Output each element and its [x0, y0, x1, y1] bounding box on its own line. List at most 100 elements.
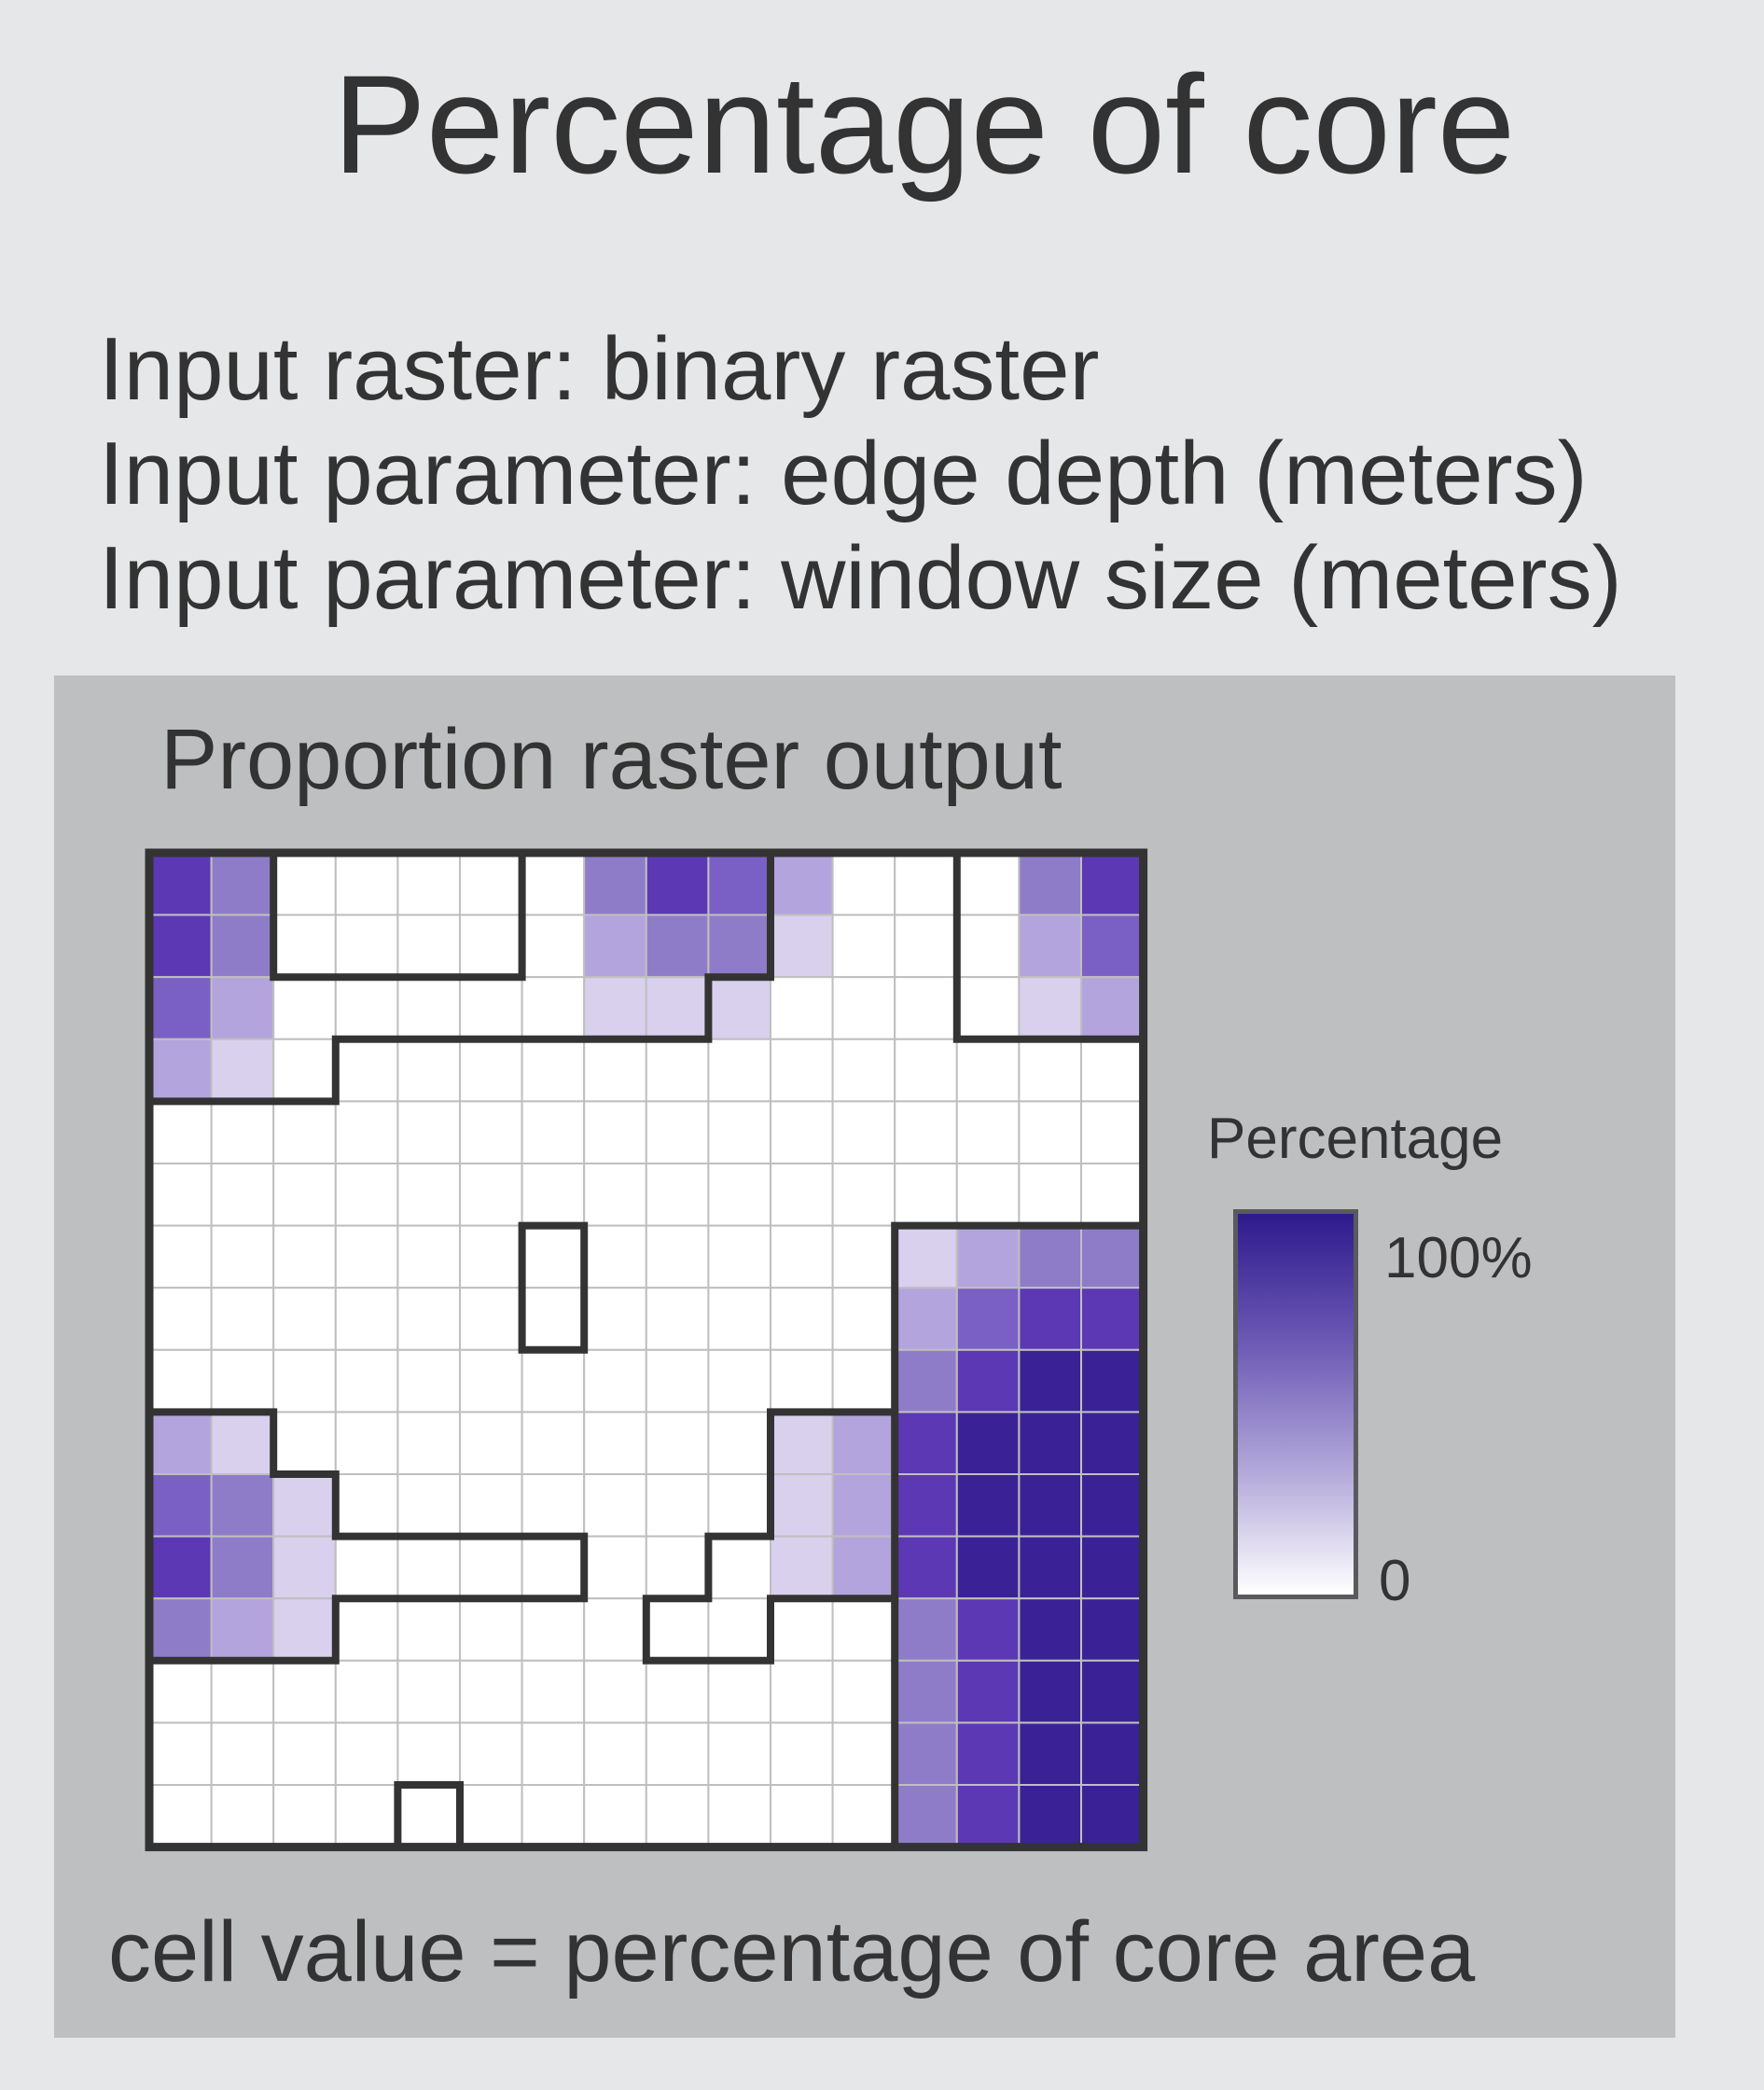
raster-cell — [955, 1721, 1021, 1787]
cell-value-note: cell value = percentage of core area — [108, 1904, 1476, 1999]
raster-cell — [770, 1100, 834, 1165]
raster-cell — [583, 1784, 647, 1848]
raster-cell — [1018, 1163, 1083, 1227]
raster-cell — [521, 1535, 586, 1600]
grid-frame — [145, 848, 1148, 1852]
raster-cell — [459, 1224, 523, 1289]
raster-cell — [1080, 1597, 1145, 1662]
raster-cell — [583, 1100, 647, 1165]
raster-cell — [707, 1784, 772, 1848]
raster-cell — [459, 1163, 523, 1227]
raster-cell — [831, 1535, 896, 1600]
raster-cell — [334, 1038, 399, 1103]
raster-cell — [396, 1535, 461, 1600]
raster-cell — [831, 1721, 896, 1787]
raster-cell — [645, 1038, 710, 1103]
raster-cell — [955, 1659, 1021, 1724]
raster-cell — [1080, 913, 1145, 979]
raster-cell — [148, 1784, 213, 1848]
raster-cell — [770, 1784, 834, 1848]
edge-depth-line: Input parameter: edge depth (meters) — [99, 424, 1588, 523]
raster-cell — [148, 1287, 213, 1351]
raster-cell — [831, 1224, 896, 1289]
raster-cell — [1018, 1411, 1083, 1476]
raster-cell — [583, 1721, 647, 1787]
raster-cell — [831, 1784, 896, 1848]
raster-cell — [272, 1597, 337, 1662]
raster-cell — [831, 913, 896, 979]
raster-cell — [521, 1348, 586, 1414]
raster-cell — [645, 1224, 710, 1289]
patch-outline — [146, 849, 774, 1106]
raster-cell — [459, 1348, 523, 1414]
raster-cell — [148, 1473, 213, 1538]
raster-cell — [521, 1473, 586, 1538]
raster-cell — [583, 1411, 647, 1476]
raster-cell — [210, 1224, 275, 1289]
raster-cell — [583, 913, 647, 979]
raster-cell — [707, 1411, 772, 1476]
raster-cell — [707, 1100, 772, 1165]
raster-cell — [334, 1784, 399, 1848]
raster-cell — [396, 1473, 461, 1538]
raster-cell — [521, 1287, 586, 1351]
raster-cell — [955, 913, 1021, 979]
raster-cell — [148, 1659, 213, 1724]
raster-cell — [831, 1411, 896, 1476]
raster-cell — [459, 913, 523, 979]
raster-cell — [521, 1721, 586, 1787]
patch-outline — [146, 1408, 589, 1665]
raster-cell — [148, 1597, 213, 1662]
raster-cell — [148, 852, 213, 916]
raster-cell — [210, 1163, 275, 1227]
raster-cell — [459, 1535, 523, 1600]
raster-cell — [831, 1473, 896, 1538]
raster-cell — [521, 976, 586, 1040]
raster-cell — [1080, 1721, 1145, 1787]
raster-cell — [1018, 852, 1083, 916]
raster-cell — [521, 913, 586, 979]
input-raster-line: Input raster: binary raster — [99, 319, 1100, 419]
raster-cell — [1080, 1038, 1145, 1103]
raster-cell — [831, 1659, 896, 1724]
raster-cell — [1080, 1224, 1145, 1289]
raster-cell — [894, 1659, 958, 1724]
raster-cell — [707, 1659, 772, 1724]
legend-max-label: 100% — [1384, 1226, 1533, 1290]
raster-cell — [148, 1721, 213, 1787]
input-description: Input raster: binary raster Input parame… — [99, 317, 1622, 631]
raster-cell — [770, 1224, 834, 1289]
raster-cell — [148, 1411, 213, 1476]
raster-cell — [955, 1287, 1021, 1351]
raster-cell — [521, 1100, 586, 1165]
raster-cell — [770, 1411, 834, 1476]
raster-cell — [148, 913, 213, 979]
raster-cell — [396, 1784, 461, 1848]
raster-cell — [210, 1287, 275, 1351]
legend-title: Percentage — [1207, 1107, 1504, 1171]
raster-cell — [894, 1535, 958, 1600]
raster-cell — [1018, 1535, 1083, 1600]
raster-cell — [210, 1038, 275, 1103]
raster-cell — [521, 1038, 586, 1103]
raster-cell — [334, 1473, 399, 1538]
raster-cell — [894, 1411, 958, 1476]
raster-cell — [831, 1287, 896, 1351]
raster-cell — [707, 1473, 772, 1538]
raster-cell — [955, 1100, 1021, 1165]
raster-cell — [521, 1597, 586, 1662]
raster-cell — [1080, 1659, 1145, 1724]
raster-cell — [707, 1597, 772, 1662]
raster-cell — [521, 1411, 586, 1476]
raster-cell — [707, 1348, 772, 1414]
raster-cell — [334, 1163, 399, 1227]
raster-cell — [583, 1597, 647, 1662]
raster-cell — [210, 1535, 275, 1600]
raster-cell — [272, 1163, 337, 1227]
raster-cell — [272, 1224, 337, 1289]
raster-cell — [894, 852, 958, 916]
raster-cell — [210, 1100, 275, 1165]
raster-cell — [272, 913, 337, 979]
raster-cell — [707, 1224, 772, 1289]
raster-cell — [1018, 1224, 1083, 1289]
